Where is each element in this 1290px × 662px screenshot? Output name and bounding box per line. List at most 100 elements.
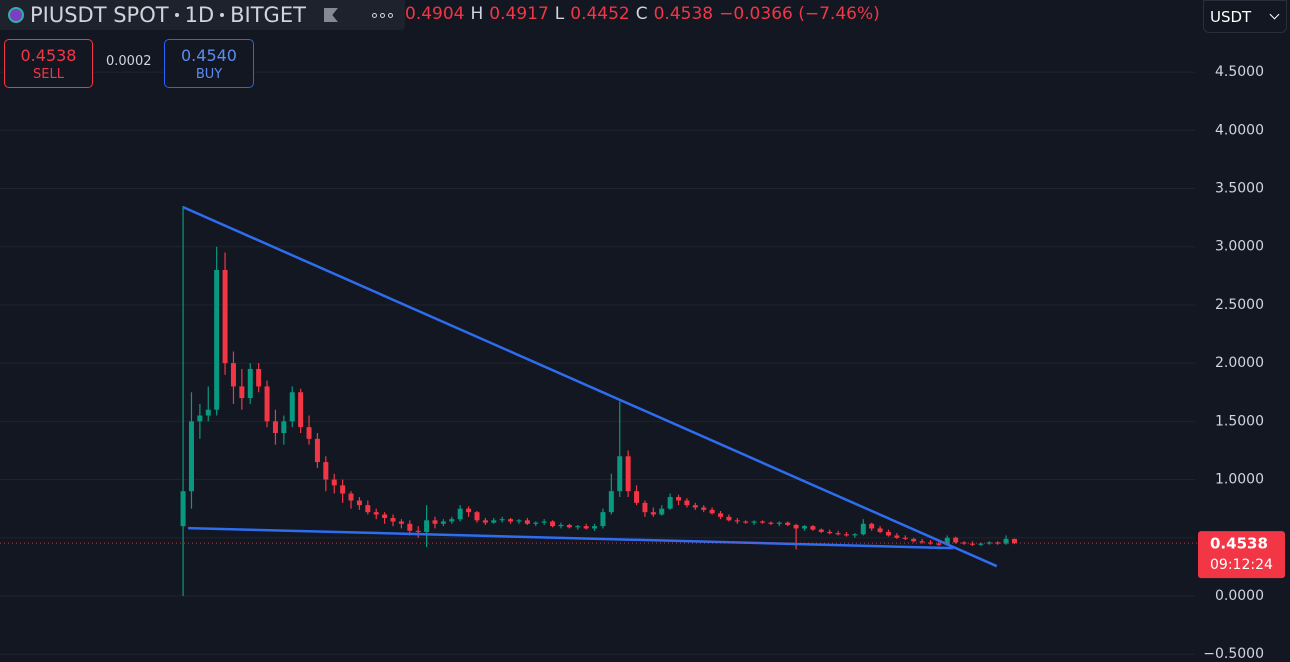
candle-body xyxy=(810,526,816,530)
candle-body xyxy=(902,537,908,539)
candle-body xyxy=(356,500,362,506)
candle-body xyxy=(407,523,413,531)
spread: 0.0002 xyxy=(106,54,152,69)
candle-body xyxy=(600,512,606,527)
candle-body xyxy=(499,519,505,521)
candle-body xyxy=(550,521,556,527)
interval[interactable]: 1D xyxy=(184,3,215,27)
ohlc-item: L 0.4452 xyxy=(555,4,630,24)
symbol: PIUSDT SPOT xyxy=(30,3,169,27)
ohlc-item: 0.4904 xyxy=(405,4,464,24)
currency-select[interactable]: USDT xyxy=(1203,0,1287,33)
candle-body xyxy=(516,520,522,522)
candle-body xyxy=(474,512,480,521)
y-tick-label: 4.0000 xyxy=(1215,122,1264,138)
candle-body xyxy=(760,521,766,523)
ohlc-value: 0.4452 xyxy=(570,4,630,24)
candle-body xyxy=(197,415,203,422)
candle-body xyxy=(424,520,430,532)
candle-body xyxy=(659,508,665,515)
candle-body xyxy=(768,522,774,524)
y-tick-label: 3.5000 xyxy=(1215,180,1264,196)
candle-body xyxy=(373,512,379,515)
candle-body xyxy=(869,523,875,529)
candle-body xyxy=(180,491,186,527)
currency: USDT xyxy=(1210,7,1252,26)
candle-body xyxy=(776,522,782,524)
candle-body xyxy=(457,508,463,520)
y-tick-label: 0.0000 xyxy=(1215,588,1264,604)
candle-body xyxy=(449,519,455,522)
ohlc-value: 0.4904 xyxy=(405,4,465,24)
candle-body xyxy=(440,521,446,524)
candle-body xyxy=(188,421,194,492)
countdown: 09:12:24 xyxy=(1210,557,1273,573)
ohlc-key: L xyxy=(554,4,565,24)
symbol-bar[interactable]: PIUSDT SPOT 1D BITGET xyxy=(0,0,405,30)
more-button[interactable] xyxy=(371,12,393,18)
candle-body xyxy=(911,538,917,542)
candle-body xyxy=(650,512,656,515)
y-tick-label: 4.5000 xyxy=(1215,64,1264,80)
ohlc-key: C xyxy=(635,4,648,24)
candle-body xyxy=(508,519,514,522)
ohlc-item: H 0.4917 xyxy=(470,4,548,24)
sell-price: 0.4538 xyxy=(20,46,77,65)
separator xyxy=(174,13,179,17)
candle-body xyxy=(936,543,942,545)
candle-body xyxy=(230,363,236,387)
ohlc-value: 0.4917 xyxy=(489,4,549,24)
y-tick-label: 2.0000 xyxy=(1215,355,1264,371)
candle-body xyxy=(558,524,564,527)
candle-body xyxy=(256,368,262,387)
candle-body xyxy=(969,543,975,545)
sell-button[interactable]: 0.4538 SELL xyxy=(4,39,93,88)
candle-body xyxy=(692,505,698,508)
candle-body xyxy=(205,409,211,416)
y-tick-label: 3.0000 xyxy=(1215,239,1264,255)
last-price-box xyxy=(1198,531,1285,579)
candle-body xyxy=(298,392,304,428)
candle-body xyxy=(785,522,791,525)
candle-body xyxy=(642,502,648,513)
candle-body xyxy=(524,520,530,524)
logo xyxy=(8,7,24,23)
candle-body xyxy=(466,508,472,513)
ohlc-readout: 0.4904 H 0.4917 L 0.4452 C 0.4538 −0.0366 (−7.4… xyxy=(405,4,886,24)
buy-label: BUY xyxy=(195,67,223,82)
candle-body xyxy=(583,526,589,529)
candle-body xyxy=(306,427,312,439)
buy-button[interactable]: 0.4540 BUY xyxy=(164,39,254,88)
candle-body xyxy=(919,541,925,543)
candle-body xyxy=(340,485,346,494)
candle-body xyxy=(382,514,388,518)
trend-line xyxy=(188,526,954,550)
candle-body xyxy=(701,507,707,510)
candle-body xyxy=(289,392,295,422)
candle-body xyxy=(214,269,220,410)
candle-body xyxy=(1011,538,1017,544)
candle-body xyxy=(802,526,808,529)
candle-body xyxy=(415,530,421,532)
flag-icon[interactable] xyxy=(323,8,338,22)
candle-body xyxy=(986,542,992,544)
candle-body xyxy=(365,505,371,513)
candle-body xyxy=(608,491,614,513)
candle-body xyxy=(927,542,933,544)
candle-body xyxy=(398,521,404,524)
candle-body xyxy=(432,520,438,524)
candle-body xyxy=(331,479,337,486)
candle-body xyxy=(684,500,690,506)
candle-body xyxy=(944,537,950,545)
candle-body xyxy=(314,438,320,463)
candle-body xyxy=(323,462,329,480)
candle-body xyxy=(575,526,581,528)
y-tick-label: 1.5000 xyxy=(1215,413,1264,429)
buy-price: 0.4540 xyxy=(181,46,237,65)
candle-body xyxy=(751,521,757,523)
ohlc-item: C 0.4538 xyxy=(636,4,713,24)
candle-body xyxy=(978,543,984,545)
candle-body xyxy=(953,537,959,543)
y-tick-label: 1.0000 xyxy=(1215,472,1264,488)
